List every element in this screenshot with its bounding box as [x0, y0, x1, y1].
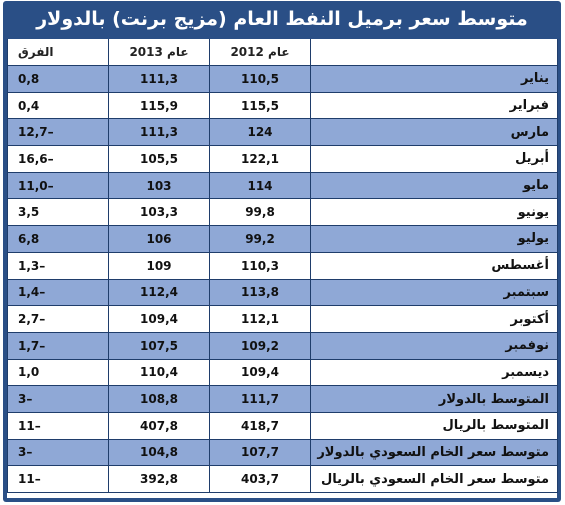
cell-2013: 109,4: [108, 305, 210, 333]
table-row: 11– 407,8 418,7 المتوسط بالريال: [7, 412, 558, 440]
cell-2012: 122,1: [209, 145, 311, 173]
header-row: الفرق عام 2013 عام 2012: [7, 39, 558, 66]
cell-label: متوسط سعر الخام السعودي بالريال: [310, 465, 558, 493]
cell-label: يناير: [310, 65, 558, 93]
cell-diff: 0,8: [7, 65, 109, 93]
cell-2012: 403,7: [209, 465, 311, 493]
cell-2012: 111,7: [209, 385, 311, 413]
cell-label: أبريل: [310, 145, 558, 173]
cell-2013: 392,8: [108, 465, 210, 493]
cell-label: المتوسط بالريال: [310, 412, 558, 440]
table-frame: متوسط سعر برميل النفط العام (مزيج برنت) …: [3, 1, 561, 502]
table-row: 6,8 106 99,2 يوليو: [7, 225, 558, 253]
oil-price-table: الفرق عام 2013 عام 2012 0,8 111,3 110,5 ينا…: [7, 39, 558, 493]
cell-2012: 418,7: [209, 412, 311, 440]
cell-2013: 407,8: [108, 412, 210, 440]
cell-diff: 6,8: [7, 225, 109, 253]
cell-label: أغسطس: [310, 252, 558, 280]
header-diff: الفرق: [7, 39, 109, 66]
cell-2012: 99,8: [209, 198, 311, 227]
cell-2012: 114: [209, 172, 311, 200]
cell-label: فبراير: [310, 92, 558, 120]
table-row: 3– 108,8 111,7 المتوسط بالدولار: [7, 385, 558, 413]
header-label: [310, 39, 558, 66]
table-row: 16,6– 105,5 122,1 أبريل: [7, 145, 558, 173]
table-row: 0,8 111,3 110,5 يناير: [7, 65, 558, 93]
cell-diff: 11–: [7, 412, 109, 440]
cell-diff: 2,7–: [7, 305, 109, 333]
cell-2013: 104,8: [108, 439, 210, 467]
table-area: الفرق عام 2013 عام 2012 0,8 111,3 110,5 ينا…: [7, 39, 558, 498]
cell-2012: 112,1: [209, 305, 311, 333]
cell-label: متوسط سعر الخام السعودي بالدولار: [310, 439, 558, 467]
cell-diff: 1,7–: [7, 332, 109, 360]
cell-2013: 110,4: [108, 359, 210, 387]
cell-2012: 109,4: [209, 359, 311, 387]
header-2013: عام 2013: [108, 39, 210, 66]
table-row: 11,0– 103 114 مايو: [7, 172, 558, 200]
cell-2013: 105,5: [108, 145, 210, 173]
table-row: 3– 104,8 107,7 متوسط سعر الخام السعودي بالد…: [7, 439, 558, 467]
cell-diff: 3,5: [7, 198, 109, 227]
cell-2013: 111,3: [108, 118, 210, 147]
cell-label: مايو: [310, 172, 558, 200]
cell-diff: 1,3–: [7, 252, 109, 280]
cell-label: أكتوبر: [310, 305, 558, 333]
cell-diff: 11,0–: [7, 172, 109, 200]
table-row: 2,7– 109,4 112,1 أكتوبر: [7, 305, 558, 333]
cell-2012: 110,3: [209, 252, 311, 280]
cell-diff: 0,4: [7, 92, 109, 120]
cell-label: ديسمبر: [310, 359, 558, 387]
cell-2013: 111,3: [108, 65, 210, 93]
table-row: 12,7– 111,3 124 مارس: [7, 118, 558, 147]
table-row: 3,5 103,3 99,8 يونيو: [7, 198, 558, 227]
cell-diff: 11–: [7, 465, 109, 493]
cell-label: سبتمبر: [310, 279, 558, 307]
table-title: متوسط سعر برميل النفط العام (مزيج برنت) …: [36, 8, 528, 30]
cell-2012: 109,2: [209, 332, 311, 360]
cell-2013: 108,8: [108, 385, 210, 413]
table-row: 0,4 115,9 115,5 فبراير: [7, 92, 558, 120]
cell-2013: 109: [108, 252, 210, 280]
cell-2012: 124: [209, 118, 311, 147]
cell-2012: 110,5: [209, 65, 311, 93]
table-row: 1,0 110,4 109,4 ديسمبر: [7, 359, 558, 387]
cell-diff: 16,6–: [7, 145, 109, 173]
cell-label: مارس: [310, 118, 558, 147]
cell-label: نوفمبر: [310, 332, 558, 360]
cell-label: يوليو: [310, 225, 558, 253]
cell-2013: 106: [108, 225, 210, 253]
cell-2013: 112,4: [108, 279, 210, 307]
cell-diff: 3–: [7, 439, 109, 467]
table-row: 1,3– 109 110,3 أغسطس: [7, 252, 558, 280]
cell-label: يونيو: [310, 198, 558, 227]
cell-2012: 99,2: [209, 225, 311, 253]
cell-diff: 12,7–: [7, 118, 109, 147]
cell-label: المتوسط بالدولار: [310, 385, 558, 413]
table-row: 11– 392,8 403,7 متوسط سعر الخام السعودي بال…: [7, 465, 558, 493]
header-2012: عام 2012: [209, 39, 311, 66]
cell-2013: 103,3: [108, 198, 210, 227]
cell-diff: 1,0: [7, 359, 109, 387]
cell-2013: 103: [108, 172, 210, 200]
cell-2012: 107,7: [209, 439, 311, 467]
cell-2012: 113,8: [209, 279, 311, 307]
cell-diff: 3–: [7, 385, 109, 413]
cell-diff: 1,4–: [7, 279, 109, 307]
cell-2012: 115,5: [209, 92, 311, 120]
table-row: 1,7– 107,5 109,2 نوفمبر: [7, 332, 558, 360]
cell-2013: 115,9: [108, 92, 210, 120]
cell-2013: 107,5: [108, 332, 210, 360]
table-row: 1,4– 112,4 113,8 سبتمبر: [7, 279, 558, 307]
